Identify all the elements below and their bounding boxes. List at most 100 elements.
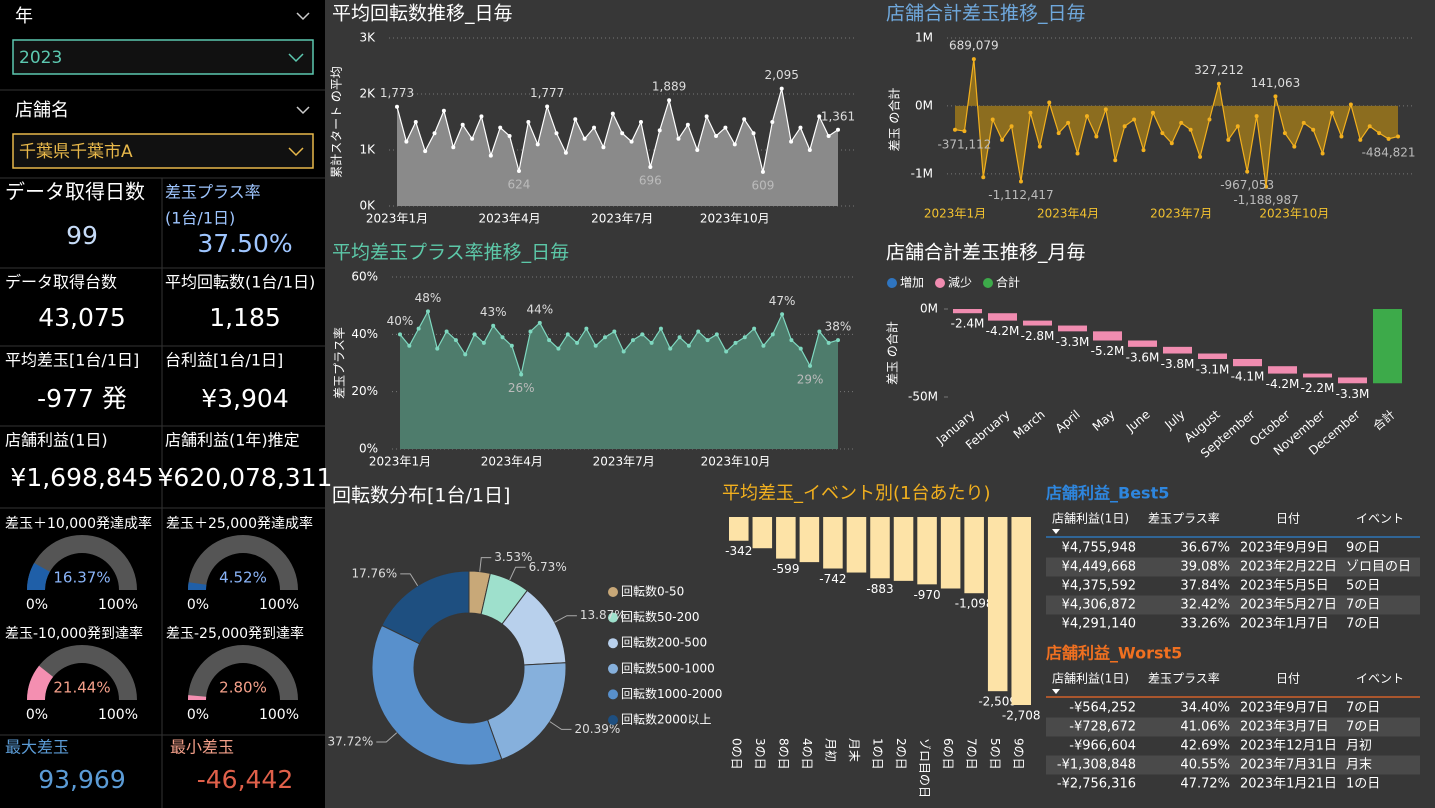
x-tick-label: 2023年4月 — [1037, 207, 1099, 221]
marker — [435, 346, 440, 351]
x-tick-label: 2の日 — [894, 738, 908, 770]
bar — [870, 517, 890, 579]
bar — [1128, 340, 1157, 347]
table-cell: 7の日 — [1346, 701, 1380, 716]
marker — [1000, 137, 1005, 142]
gauge-label: 2.80% — [219, 679, 267, 697]
legend-label: 回転数200-500 — [621, 635, 707, 650]
gauge-max: 100% — [98, 707, 138, 723]
marker — [1103, 107, 1108, 112]
marker — [1018, 179, 1023, 184]
data-label: -3.3M — [1336, 387, 1370, 401]
marker — [537, 320, 542, 325]
data-label: 1,361 — [821, 109, 855, 123]
marker — [425, 309, 430, 314]
bar — [1011, 517, 1031, 705]
dropdown[interactable] — [12, 39, 314, 75]
chevron — [296, 12, 310, 21]
data-label: 13.87% — [580, 608, 626, 622]
marker — [798, 346, 803, 351]
marker — [1188, 127, 1193, 132]
table-cell: -¥728,672 — [1069, 720, 1136, 735]
data-label: -967,053 — [1220, 178, 1274, 192]
row-band — [1046, 595, 1420, 615]
marker — [507, 134, 512, 138]
marker — [612, 329, 617, 334]
marker — [686, 343, 691, 348]
leader-line — [549, 721, 572, 730]
data-label: -970 — [913, 588, 940, 602]
gauge-value — [27, 562, 50, 590]
table-cell: 2023年2月22日 — [1240, 560, 1337, 575]
table-header: イベント — [1356, 672, 1404, 686]
marker — [1141, 148, 1146, 153]
bar — [964, 517, 984, 594]
table-cell: -¥966,604 — [1069, 739, 1136, 754]
data-label: 43% — [480, 305, 507, 319]
marker — [1160, 131, 1165, 136]
chart-title: 平均差玉プラス率推移_日毎 — [332, 242, 569, 264]
x-tick-label: 2023年10月 — [701, 455, 771, 469]
marker — [481, 340, 486, 345]
data-label: 17.76% — [351, 566, 397, 580]
gauge-value — [27, 665, 54, 700]
bar — [893, 517, 914, 581]
marker — [1264, 184, 1269, 189]
data-label: 37.72% — [328, 735, 374, 749]
leader-line — [554, 615, 577, 623]
data-label: 3.53% — [494, 550, 532, 564]
marker — [1301, 120, 1306, 125]
marker — [470, 136, 475, 141]
table-cell: ¥4,306,872 — [1062, 598, 1136, 613]
kpi-label: 平均差玉[1台/1日] — [5, 351, 139, 370]
table-cell: 32.42% — [1180, 598, 1230, 613]
kpi-label: データ取得日数 — [5, 180, 145, 204]
marker — [971, 57, 976, 62]
data-label: -2.2M — [1301, 381, 1335, 395]
marker — [1207, 117, 1212, 122]
y-axis-title: 差玉 の合計 — [887, 88, 902, 152]
bar — [1233, 358, 1262, 367]
line — [396, 88, 839, 173]
table-header: イベント — [1356, 512, 1404, 526]
marker — [1150, 110, 1155, 115]
kpi-label: 平均回転数(1台/1日) — [165, 273, 315, 292]
marker — [798, 125, 803, 130]
filter-label: 年 — [15, 6, 33, 27]
y-tick-label: 40% — [351, 327, 378, 341]
dropdown[interactable] — [12, 133, 314, 169]
table-cell: ¥4,755,948 — [1062, 541, 1136, 556]
chart-title: 店舗合計差玉推移_月毎 — [886, 242, 1086, 264]
dropdown-chevron — [288, 53, 304, 63]
table-cell: 37.84% — [1180, 579, 1230, 594]
marker — [1292, 144, 1297, 149]
bar — [917, 517, 937, 585]
leader-line — [376, 732, 398, 743]
data-label: -742 — [819, 572, 846, 586]
gauge-track — [27, 535, 137, 590]
sort-indicator[interactable] — [1052, 689, 1060, 694]
data-label: 38% — [825, 320, 852, 334]
sort-indicator[interactable] — [1052, 529, 1060, 534]
y-tick-label: 0% — [359, 442, 378, 456]
data-label: -1,098 — [955, 597, 994, 611]
donut-segment — [371, 624, 503, 766]
kpi-value: 99 — [66, 221, 98, 250]
marker — [667, 98, 672, 103]
marker — [1094, 134, 1099, 139]
marker — [1169, 141, 1174, 146]
marker — [648, 165, 653, 170]
y-tick-label: 1K — [359, 143, 376, 157]
marker — [629, 139, 634, 144]
leader-line — [479, 557, 492, 572]
marker — [962, 129, 967, 134]
table-cell: -¥564,252 — [1069, 701, 1136, 716]
gauge-title: 差玉＋25,000発達成率 — [166, 515, 313, 532]
marker — [1358, 137, 1363, 142]
legend-label: 回転数1000-2000 — [621, 686, 722, 701]
data-label: -3.3M — [1056, 335, 1090, 349]
marker — [413, 120, 418, 124]
table-cell: 7の日 — [1346, 598, 1380, 613]
dropdown-value: 千葉県千葉市A — [19, 142, 133, 162]
marker — [1047, 100, 1052, 105]
